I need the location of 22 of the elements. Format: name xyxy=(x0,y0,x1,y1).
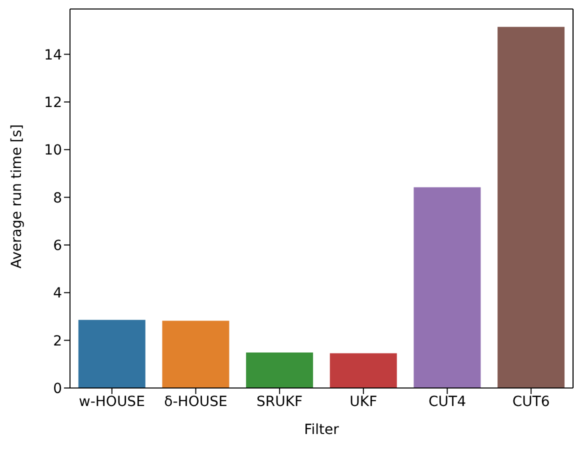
x-tick-label: w-HOUSE xyxy=(78,394,145,410)
y-tick-label: 14 xyxy=(44,47,62,64)
y-tick-label: 0 xyxy=(53,380,62,397)
y-tick-label: 8 xyxy=(53,190,62,206)
bar xyxy=(330,353,397,388)
bar xyxy=(162,320,230,388)
y-tick-label: 10 xyxy=(44,142,62,159)
x-tick-label: UKF xyxy=(350,394,378,410)
bar xyxy=(78,320,146,388)
x-tick-label: SRUKF xyxy=(256,394,303,410)
bar xyxy=(498,26,565,388)
y-tick-label: 4 xyxy=(53,286,62,302)
y-tick-label: 6 xyxy=(53,238,62,254)
bar xyxy=(246,352,314,388)
y-axis-title: Average run time [s] xyxy=(8,124,25,268)
y-tick-label: 12 xyxy=(44,94,62,111)
bar xyxy=(414,187,481,388)
x-tick-label: δ-HOUSE xyxy=(164,394,228,410)
x-tick-label: CUT6 xyxy=(512,394,550,410)
y-tick-label: 2 xyxy=(53,333,62,350)
x-tick-label: CUT4 xyxy=(428,394,466,410)
x-axis-title: Filter xyxy=(304,422,340,438)
